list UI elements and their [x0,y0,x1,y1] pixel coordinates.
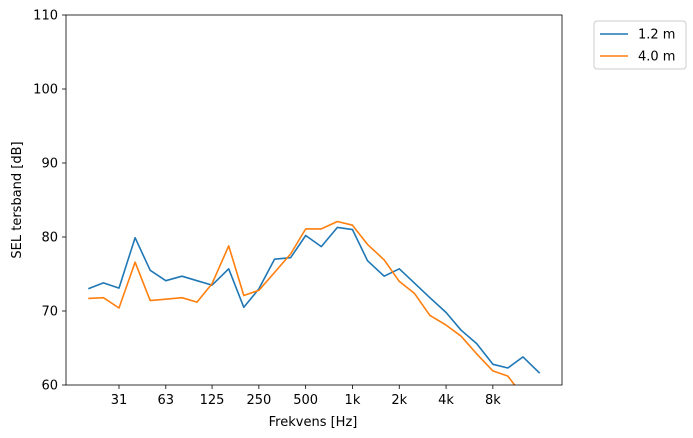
legend-frame [593,20,687,70]
y-tick-label: 80 [41,231,58,246]
y-axis: 60 70 80 90 100 110 [33,9,66,394]
y-tick-label: 60 [41,379,58,394]
plot-area-frame [65,14,563,386]
legend: 1.2 m 4.0 m [593,20,687,70]
y-axis-label: SEL tersband [dB] [10,141,25,258]
x-tick-label: 31 [111,393,128,408]
x-axis-label: Frekvens [Hz] [269,415,358,430]
y-tick-label: 90 [41,157,58,172]
x-tick-label: 2k [391,393,407,408]
y-tick-label: 70 [41,305,58,320]
x-tick-label: 250 [246,393,271,408]
x-tick-label: 1k [345,393,361,408]
legend-label: 4.0 m [638,50,675,65]
plot-content [88,220,541,385]
x-axis: 31 63 125 250 500 1k 2k 4k 8k [111,385,501,408]
legend-label: 1.2 m [638,28,675,43]
x-tick-label: 8k [485,393,501,408]
series-line-1 [88,226,541,374]
y-tick-label: 100 [33,83,58,98]
series-line-2 [88,220,516,385]
x-tick-label: 63 [158,393,175,408]
x-tick-label: 4k [438,393,454,408]
y-tick-label: 110 [33,9,58,24]
x-tick-label: 125 [200,393,225,408]
x-tick-label: 500 [293,393,318,408]
